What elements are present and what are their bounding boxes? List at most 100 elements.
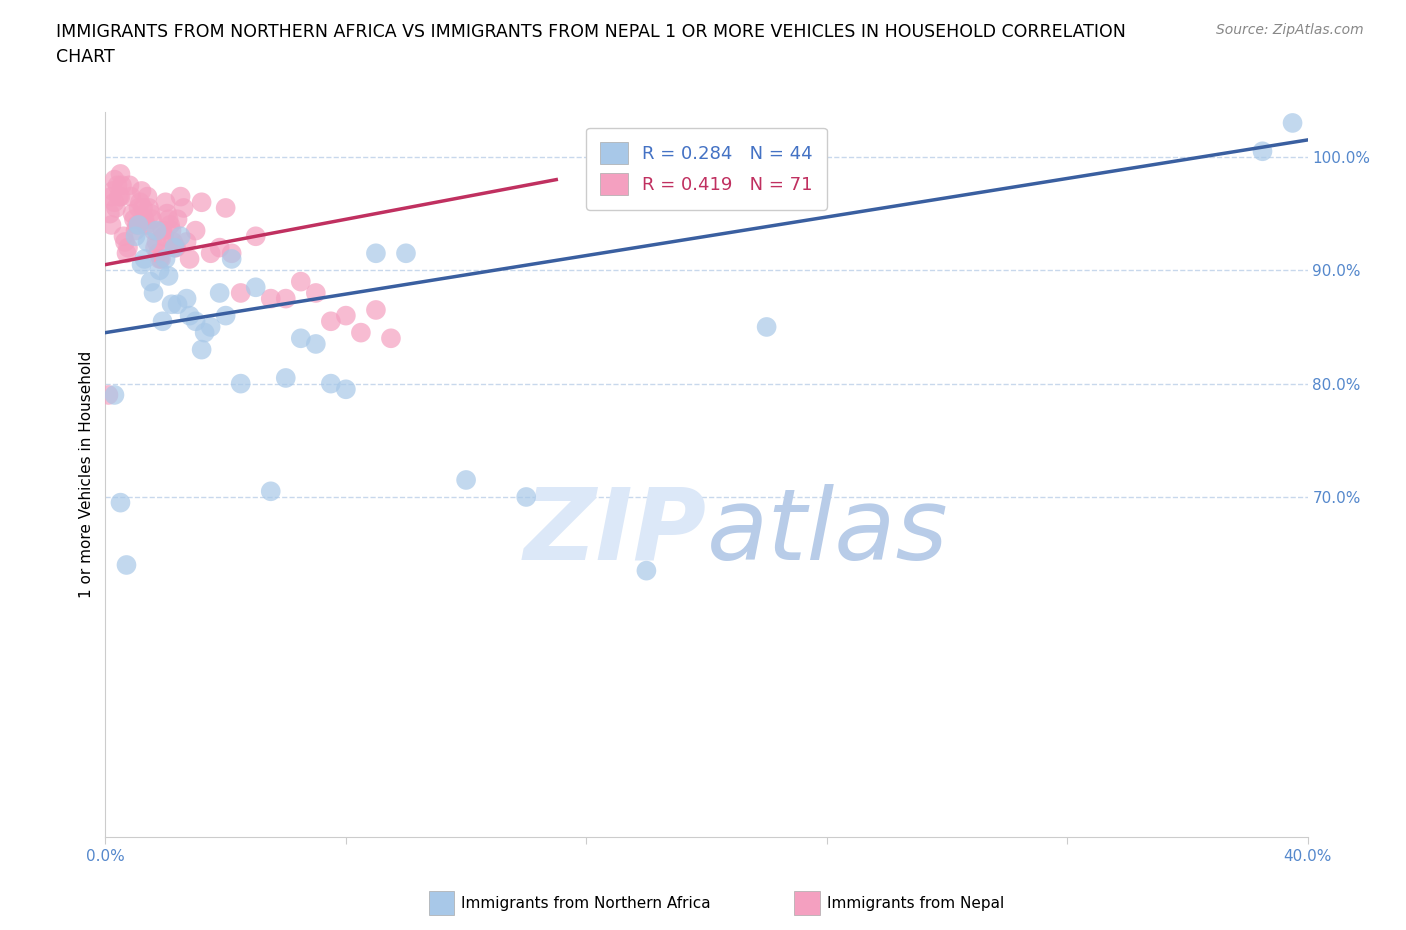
Point — [122, 212, 145, 227]
Point — [132, 201, 155, 216]
Point — [110, 495, 132, 510]
Point — [229, 377, 252, 392]
Point — [1281, 115, 1303, 130]
Point — [128, 201, 150, 216]
Point — [135, 218, 157, 232]
Point — [335, 382, 357, 397]
Text: ZIP: ZIP — [523, 484, 707, 581]
Point — [1251, 144, 1274, 159]
Point — [184, 313, 207, 328]
Point — [110, 189, 132, 204]
Point — [173, 201, 195, 216]
Point — [145, 234, 167, 249]
Point — [114, 234, 136, 249]
Point — [290, 274, 312, 289]
Point — [245, 229, 267, 244]
Point — [138, 201, 160, 216]
Point — [104, 201, 127, 216]
Point — [169, 229, 191, 244]
Point — [110, 166, 132, 181]
Point — [208, 240, 231, 255]
Text: Source: ZipAtlas.com: Source: ZipAtlas.com — [1216, 23, 1364, 37]
Point — [169, 189, 191, 204]
Point — [179, 308, 201, 323]
Point — [129, 195, 152, 210]
Point — [146, 246, 169, 260]
Point — [157, 269, 180, 284]
Point — [124, 229, 146, 244]
Point — [139, 274, 162, 289]
Point — [214, 201, 236, 216]
Point — [380, 331, 402, 346]
Point — [159, 218, 181, 232]
Point — [142, 286, 165, 300]
Point — [134, 212, 156, 227]
Point — [176, 291, 198, 306]
Point — [139, 206, 162, 221]
Point — [176, 234, 198, 249]
Point — [755, 320, 778, 335]
Point — [108, 189, 131, 204]
Point — [305, 337, 328, 352]
Point — [319, 313, 342, 328]
Point — [111, 178, 134, 193]
Point — [107, 178, 129, 193]
Y-axis label: 1 or more Vehicles in Household: 1 or more Vehicles in Household — [79, 351, 94, 598]
Point — [131, 183, 153, 198]
Point — [364, 246, 387, 260]
Point — [208, 286, 231, 300]
Point — [125, 218, 148, 232]
Legend: R = 0.284   N = 44, R = 0.419   N = 71: R = 0.284 N = 44, R = 0.419 N = 71 — [586, 128, 827, 210]
Point — [221, 251, 243, 266]
Point — [155, 195, 177, 210]
Point — [136, 234, 159, 249]
Point — [245, 280, 267, 295]
Point — [456, 472, 478, 487]
Point — [155, 251, 177, 266]
Point — [100, 189, 122, 204]
Point — [145, 223, 167, 238]
Point — [305, 286, 328, 300]
Point — [112, 229, 135, 244]
Point — [166, 297, 188, 312]
Point — [229, 286, 252, 300]
Point — [335, 308, 357, 323]
Point — [221, 246, 243, 260]
Point — [184, 223, 207, 238]
Point — [200, 320, 222, 335]
Point — [128, 218, 150, 232]
Text: atlas: atlas — [707, 484, 948, 581]
Point — [260, 484, 283, 498]
Point — [163, 240, 186, 255]
Point — [350, 326, 373, 340]
Point — [148, 251, 170, 266]
Point — [395, 246, 418, 260]
Point — [636, 564, 658, 578]
Point — [100, 218, 122, 232]
Point — [136, 189, 159, 204]
Point — [194, 326, 217, 340]
Point — [97, 388, 120, 403]
Point — [274, 291, 297, 306]
Point — [115, 246, 138, 260]
Point — [214, 308, 236, 323]
Point — [118, 178, 141, 193]
Text: IMMIGRANTS FROM NORTHERN AFRICA VS IMMIGRANTS FROM NEPAL 1 OR MORE VEHICLES IN H: IMMIGRANTS FROM NORTHERN AFRICA VS IMMIG… — [56, 23, 1126, 41]
Point — [103, 172, 125, 187]
Point — [141, 212, 163, 227]
Point — [157, 212, 180, 227]
Point — [260, 291, 283, 306]
Point — [131, 258, 153, 272]
Point — [162, 234, 184, 249]
Point — [163, 240, 186, 255]
Text: Immigrants from Northern Africa: Immigrants from Northern Africa — [461, 896, 711, 910]
Point — [152, 223, 174, 238]
Point — [98, 206, 121, 221]
Point — [101, 183, 124, 198]
Point — [124, 223, 146, 238]
Point — [150, 251, 173, 266]
Point — [290, 331, 312, 346]
Point — [152, 313, 174, 328]
Point — [165, 240, 187, 255]
Point — [148, 263, 170, 278]
